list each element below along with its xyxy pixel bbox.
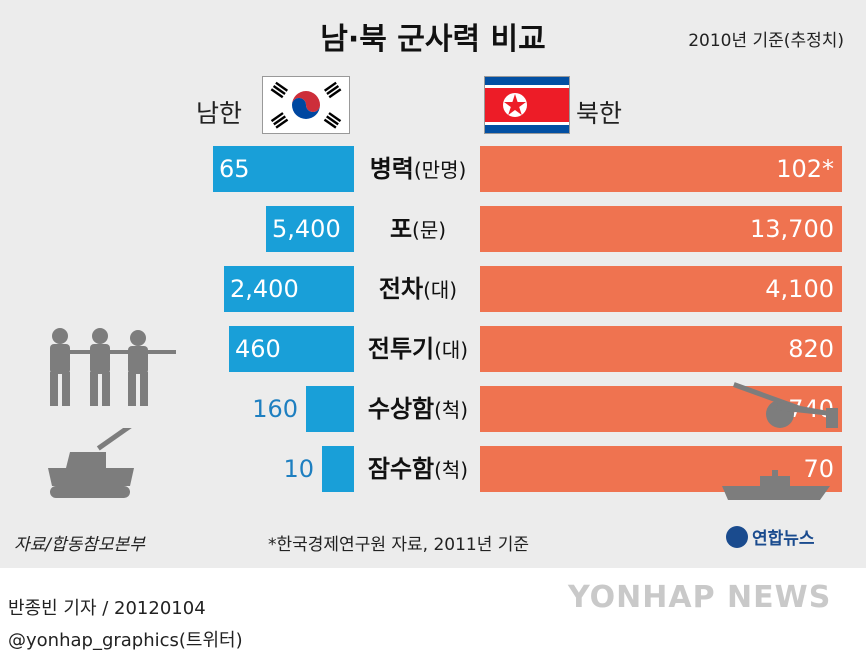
category-name: 수상함 [367, 395, 435, 423]
south-bar [266, 206, 354, 252]
source-credit: 자료/합동참모본부 [14, 535, 145, 555]
yonhap-logo-text: 연합뉴스 [752, 529, 815, 549]
south-value-label: 5,400 [272, 215, 341, 243]
category-label: 전차(대) [356, 269, 480, 310]
category-unit: (만명) [413, 158, 467, 182]
south-bar [306, 386, 354, 432]
north-bar [480, 146, 842, 192]
infographic-card: 남·북 군사력 비교 2010년 기준(추정치) 남한 [0, 0, 866, 568]
category-label: 포(문) [356, 209, 480, 250]
north-bar [480, 206, 842, 252]
category-label: 전투기(대) [356, 329, 480, 370]
north-value-label: 70 [803, 455, 834, 483]
category-unit: (대) [434, 338, 469, 362]
north-bar [480, 326, 842, 372]
category-unit: (대) [423, 278, 458, 302]
category-name: 전차 [378, 275, 424, 303]
south-bar [213, 146, 354, 192]
south-value-label: 10 [283, 455, 314, 483]
south-value-label: 65 [219, 155, 250, 183]
tank-silhouette-icon [48, 428, 134, 498]
category-unit: (척) [434, 458, 469, 482]
yonhap-logo-mark-icon [726, 525, 748, 548]
south-value-label: 2,400 [230, 275, 299, 303]
category-name: 전투기 [367, 335, 435, 363]
south-bar [224, 266, 354, 312]
north-value-label: 820 [788, 335, 834, 363]
chart-title: 남·북 군사력 비교 [320, 22, 546, 57]
north-value-label: 13,700 [750, 215, 834, 243]
footnote: *한국경제연구원 자료, 2011년 기준 [268, 535, 530, 555]
south-bar [322, 446, 354, 492]
artillery-silhouette-icon [732, 382, 838, 428]
category-unit: (척) [434, 398, 469, 422]
watermark: YONHAP NEWS [568, 580, 832, 615]
south-korea-flag-icon [262, 76, 350, 134]
north-bar [480, 266, 842, 312]
category-label: 병력(만명) [356, 149, 480, 190]
category-name: 잠수함 [367, 455, 435, 483]
reporter-credit: 반종빈 기자 / 20120104 [8, 598, 206, 619]
twitter-credit: @yonhap_graphics(트위터) [8, 630, 243, 651]
north-value-label: 4,100 [765, 275, 834, 303]
category-name: 병력 [369, 155, 414, 183]
yonhap-logo: 연합뉴스 [726, 524, 815, 549]
south-bar [229, 326, 354, 372]
basis-note: 2010년 기준(추정치) [688, 31, 844, 51]
south-value-label: 160 [252, 395, 298, 423]
south-value-label: 460 [235, 335, 281, 363]
soldiers-silhouette-icon [50, 328, 176, 406]
category-label: 수상함(척) [356, 389, 480, 430]
south-label: 남한 [196, 99, 243, 128]
north-value-label: 102* [776, 155, 834, 183]
north-label: 북한 [576, 99, 623, 128]
warship-silhouette-icon [722, 470, 830, 500]
category-name: 포 [389, 215, 413, 243]
category-unit: (문) [412, 218, 447, 242]
north-korea-flag-icon [484, 76, 570, 134]
category-label: 잠수함(척) [356, 449, 480, 490]
